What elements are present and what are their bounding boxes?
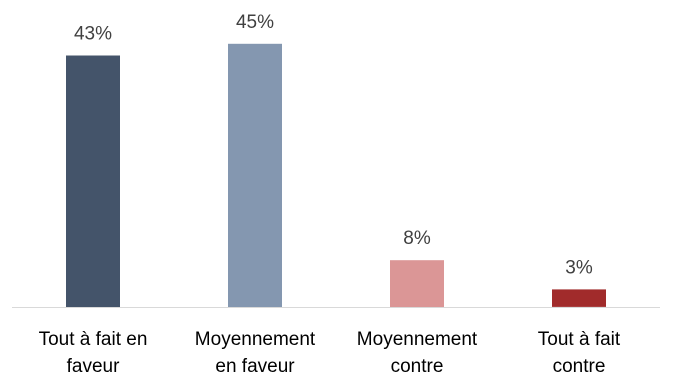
category-label-3-line-1: Moyennement: [357, 329, 478, 350]
category-label-2-line-1: Moyennement: [195, 329, 316, 350]
category-labels-group: Tout à fait en faveur Moyennement en faveur…: [39, 329, 621, 377]
category-label-4-line-1: Tout à fait: [538, 329, 621, 350]
bars-group: [66, 43, 606, 308]
value-labels-group: 43% 45% 8% 3%: [74, 12, 593, 279]
category-label-3-line-2: contre: [391, 356, 444, 377]
category-label-4-line-2: contre: [553, 356, 606, 377]
bar-1: [66, 55, 120, 307]
bar-4: [552, 289, 606, 307]
data-label-3: 8%: [403, 228, 431, 249]
bar-3: [390, 260, 444, 307]
category-label-1-line-2: faveur: [67, 356, 120, 377]
data-label-4: 3%: [565, 257, 593, 278]
data-label-2: 45%: [236, 12, 274, 33]
category-label-2-line-2: en faveur: [215, 356, 295, 377]
data-label-1: 43%: [74, 24, 112, 45]
category-label-1-line-1: Tout à fait en: [39, 329, 148, 350]
bar-2: [228, 43, 282, 308]
